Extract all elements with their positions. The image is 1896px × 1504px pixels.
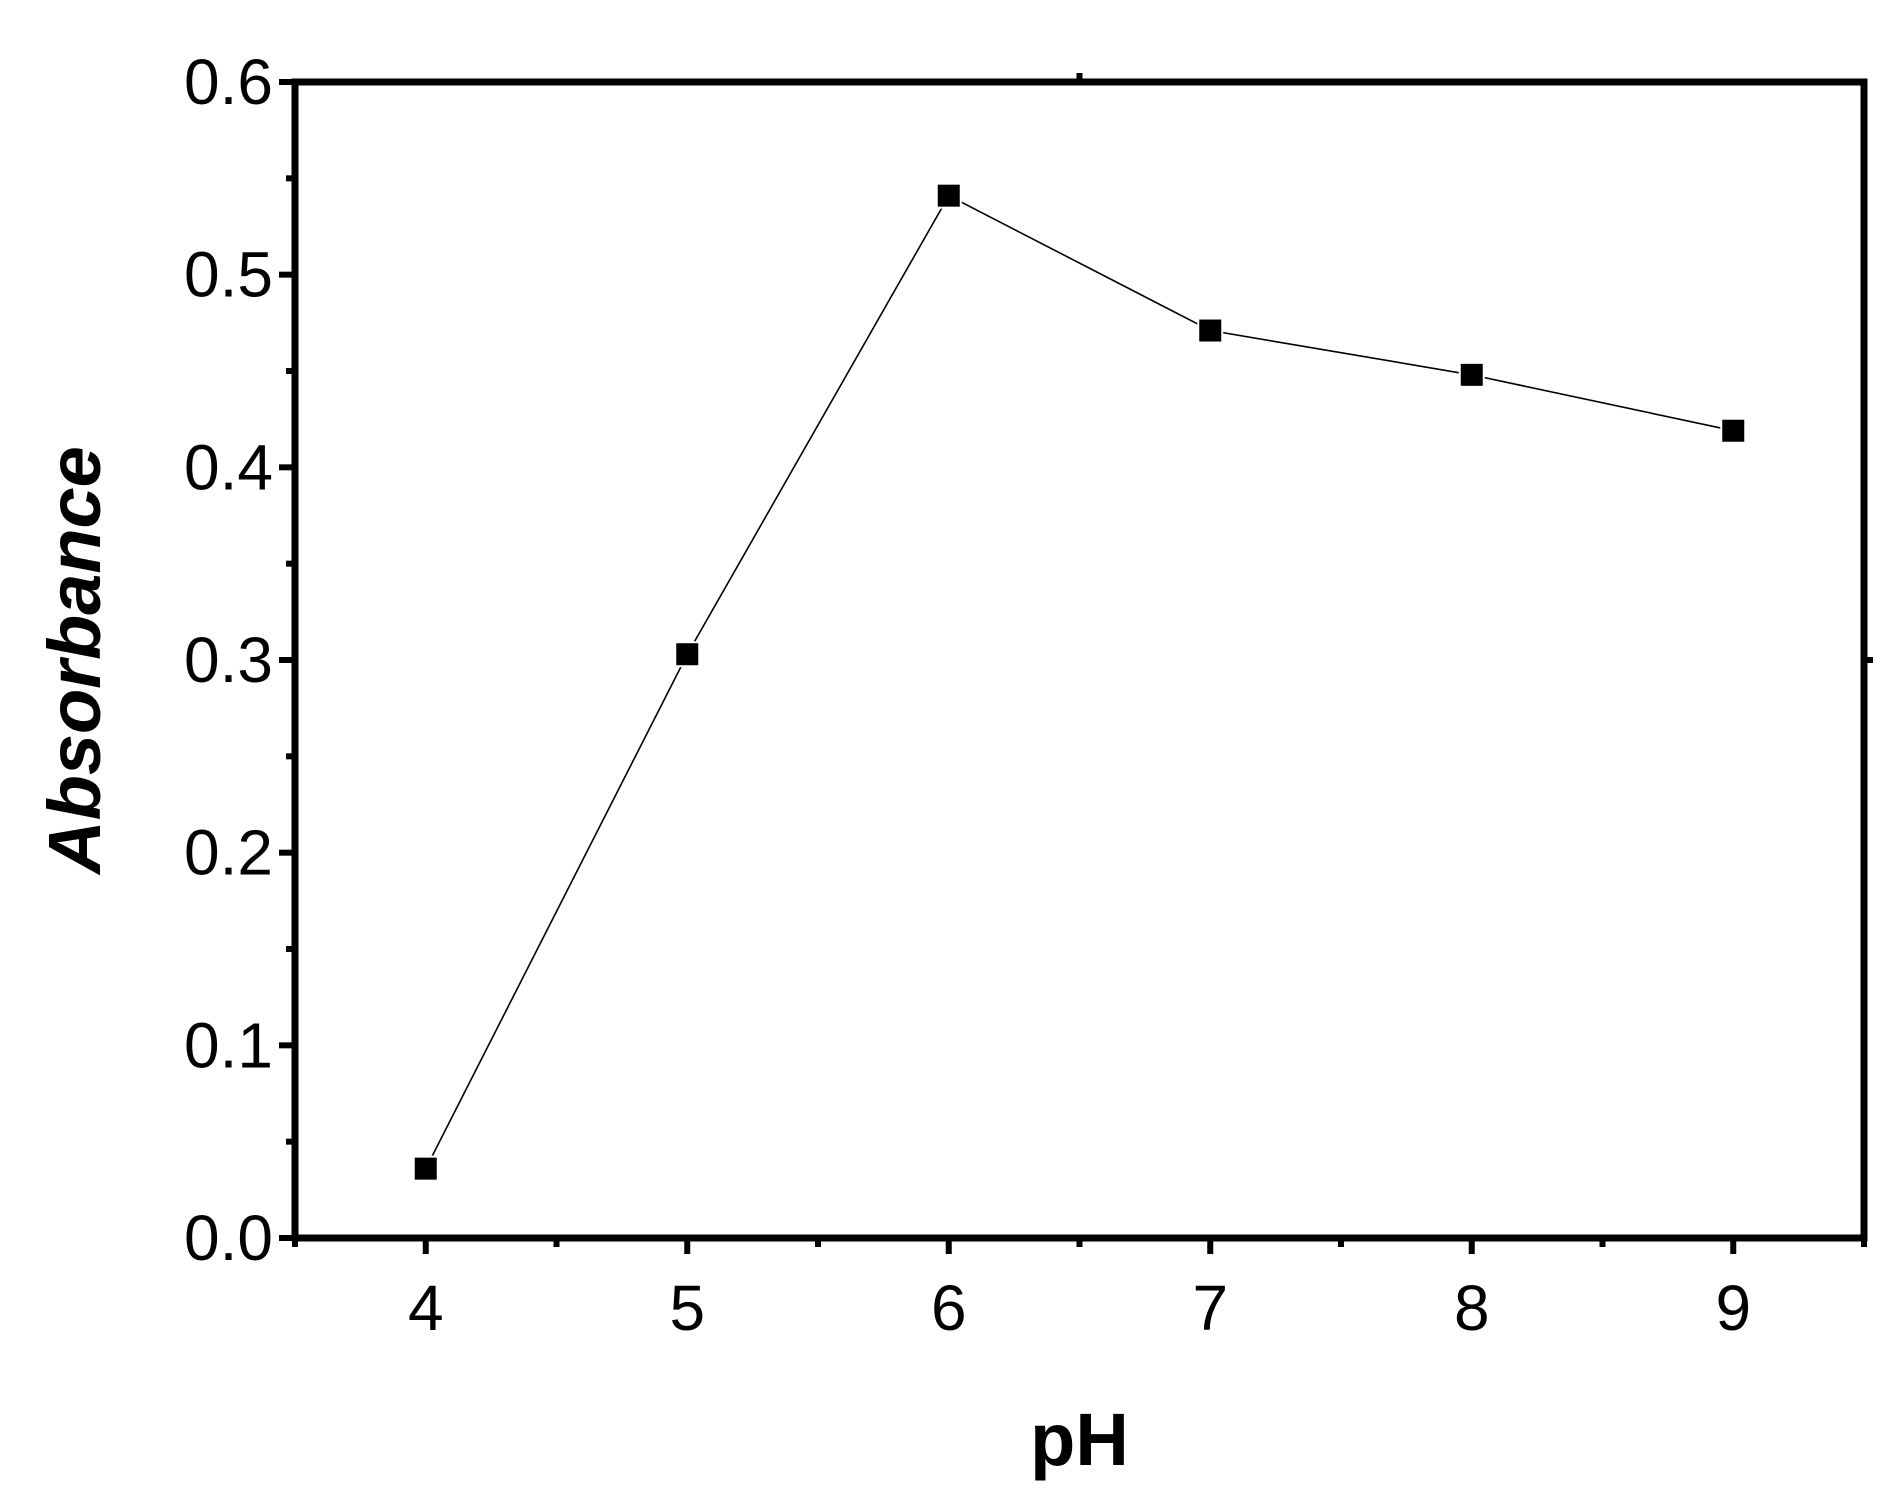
x-tick-label: 5 — [669, 1272, 705, 1344]
y-tick-label: 0.5 — [184, 239, 273, 311]
x-axis-ticks — [292, 73, 1867, 1254]
y-tick-label: 0.2 — [184, 817, 273, 889]
x-tick-label: 9 — [1715, 1272, 1751, 1344]
y-tick-label: 0.6 — [184, 46, 273, 118]
data-point-marker — [1458, 361, 1485, 388]
y-tick-label: 0.4 — [184, 431, 273, 503]
y-tick-label: 0.3 — [184, 624, 273, 696]
data-point-marker — [1720, 417, 1747, 444]
y-axis-title: Absorbance — [33, 446, 116, 876]
x-tick-label: 7 — [1192, 1272, 1228, 1344]
x-tick-label: 4 — [408, 1272, 444, 1344]
y-tick-label: 0.0 — [184, 1202, 273, 1274]
series-line — [425, 194, 1734, 1169]
data-point-marker — [412, 1155, 439, 1182]
x-axis-title: pH — [1030, 1398, 1129, 1481]
data-point-marker — [935, 182, 962, 209]
x-tick-label: 8 — [1454, 1272, 1490, 1344]
data-point-marker — [1197, 317, 1224, 344]
y-tick-label: 0.1 — [184, 1009, 273, 1081]
series-group — [412, 182, 1747, 1182]
x-tick-label: 6 — [931, 1272, 967, 1344]
x-axis-tick-labels: 4 5 6 7 8 9 — [408, 1272, 1751, 1344]
data-point-marker — [674, 641, 701, 668]
y-axis-tick-labels: 0.0 0.1 0.2 0.3 0.4 0.5 0.6 — [184, 46, 273, 1274]
